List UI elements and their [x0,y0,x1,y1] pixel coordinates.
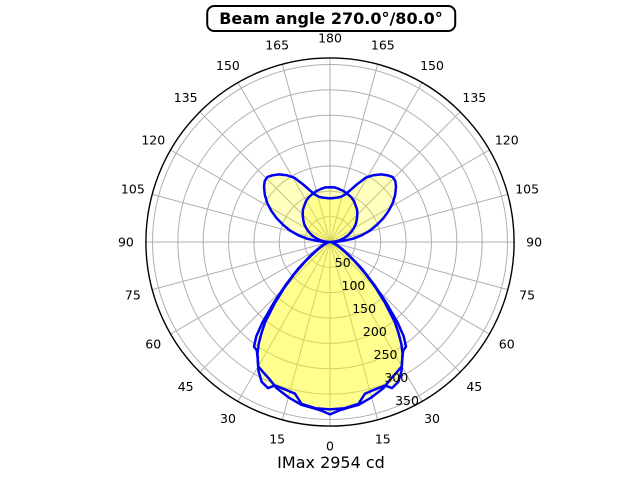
angle-tick-label: 105 [515,182,539,197]
grid-spoke [329,241,490,335]
angle-tick-label: 0 [326,439,334,454]
angle-tick-labels: 0 15 15 30 30 45 45 60 60 75 75 90 90 105 105 120 120 135… [118,30,542,453]
angle-tick-label: 75 [125,287,141,302]
grid-spoke [170,241,331,335]
angle-tick-label: 30 [220,411,236,426]
imax-caption: IMax 2954 cd [277,453,385,472]
beam-curve-0 [252,173,408,411]
grid-spoke [281,64,331,243]
beam-curve-1 [256,185,404,416]
grid-spoke [152,193,331,243]
polar-grid [145,57,515,427]
chart-title: Beam angle 270.0°/80.0° [206,5,456,32]
angle-tick-label: 120 [141,132,165,147]
angle-tick-label: 165 [371,37,395,52]
radius-tick-label: 350 [395,393,419,408]
grid-spoke [237,241,331,402]
grid-spoke [281,241,331,420]
angle-tick-label: 135 [174,90,198,105]
angle-tick-label: 180 [318,30,342,45]
angle-tick-label: 45 [466,379,482,394]
grid-spoke [329,241,508,291]
grid-spoke [329,193,508,243]
angle-tick-label: 135 [462,90,486,105]
radius-tick-label: 250 [374,347,398,362]
grid-spoke [329,241,379,420]
angle-tick-label: 60 [499,337,515,352]
angle-tick-label: 105 [121,182,145,197]
grid-spoke [329,149,490,243]
angle-tick-label: 165 [265,37,289,52]
radius-tick-label: 100 [342,278,366,293]
grid-spoke [152,241,331,291]
angle-tick-label: 150 [420,58,444,73]
beam-fill-1 [257,187,403,415]
axis-outline [145,57,515,427]
angle-tick-label: 30 [424,411,440,426]
grid-spoke [329,241,423,402]
radius-tick-labels: 50 100 150 200 250 300 350 [335,255,419,408]
angle-tick-label: 15 [375,432,391,447]
angle-tick-label: 120 [495,132,519,147]
angle-tick-label: 90 [118,235,134,250]
radius-tick-label: 50 [335,255,351,270]
grid-spoke [237,82,331,243]
radius-tick-label: 300 [384,370,408,385]
grid-spoke [329,64,379,243]
beam-fill-0 [254,174,406,410]
radius-tick-label: 150 [352,301,376,316]
angle-tick-label: 150 [216,58,240,73]
beam-distribution-curves [252,173,408,416]
grid-spoke [199,111,331,243]
angle-tick-label: 75 [519,287,535,302]
grid-spoke [329,241,461,373]
grid-spoke [199,241,331,373]
polar-axis-circle [145,57,515,427]
angle-tick-label: 90 [526,235,542,250]
grid-spoke [329,82,423,243]
angle-tick-label: 60 [145,337,161,352]
radius-tick-label: 200 [363,324,387,339]
angle-tick-label: 45 [178,379,194,394]
grid-spoke [170,149,331,243]
grid-spoke [329,111,461,243]
angle-tick-label: 15 [269,432,285,447]
beam-distribution-fills [254,174,406,415]
